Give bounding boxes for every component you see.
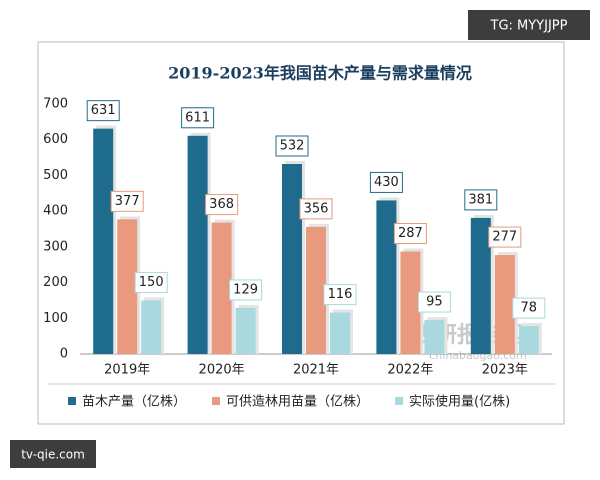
value-label: 381 bbox=[468, 192, 493, 207]
legend-label: 可供造林用苗量（亿株） bbox=[226, 395, 369, 410]
value-label: 430 bbox=[374, 175, 399, 190]
bar bbox=[141, 300, 162, 354]
badge: TG: MYYJJPP bbox=[490, 19, 568, 34]
value-label: 78 bbox=[521, 301, 538, 316]
y-tick-label: 600 bbox=[43, 132, 68, 147]
value-label-box bbox=[299, 198, 333, 220]
value-label-box bbox=[205, 194, 239, 216]
value-label-box bbox=[86, 100, 120, 122]
bar bbox=[93, 128, 114, 354]
y-tick-label: 100 bbox=[43, 311, 68, 326]
bar bbox=[211, 222, 232, 354]
value-label: 150 bbox=[139, 275, 164, 290]
y-tick-label: 0 bbox=[60, 347, 68, 362]
x-tick-label: 2020年 bbox=[199, 363, 245, 378]
bar bbox=[470, 217, 491, 354]
bar bbox=[376, 200, 397, 354]
bar bbox=[282, 164, 302, 354]
value-label-box bbox=[110, 190, 144, 212]
value-label-box bbox=[181, 107, 215, 129]
value-label: 368 bbox=[209, 197, 234, 212]
legend-swatch bbox=[212, 397, 221, 405]
value-label: 611 bbox=[185, 110, 210, 125]
bar bbox=[117, 219, 138, 354]
bar bbox=[187, 135, 208, 354]
value-label-box bbox=[464, 189, 498, 211]
value-label: 532 bbox=[280, 139, 305, 154]
bar bbox=[330, 312, 350, 354]
bar bbox=[306, 226, 326, 354]
value-label: 116 bbox=[328, 287, 353, 302]
value-label-box bbox=[393, 223, 427, 244]
bar bbox=[518, 326, 539, 354]
value-label: 129 bbox=[233, 282, 258, 297]
legend-swatch bbox=[395, 397, 404, 405]
y-tick-label: 400 bbox=[43, 204, 68, 219]
value-label: 277 bbox=[492, 230, 517, 245]
legend-label: 实际使用量(亿株) bbox=[409, 394, 510, 410]
x-tick-label: 2021年 bbox=[293, 363, 339, 378]
y-tick-label: 300 bbox=[43, 239, 68, 254]
bar bbox=[494, 255, 515, 354]
bar bbox=[424, 320, 445, 354]
value-label-box bbox=[417, 291, 451, 313]
value-label: 95 bbox=[426, 295, 443, 310]
bar bbox=[400, 251, 421, 354]
x-tick-label: 2019年 bbox=[104, 363, 150, 378]
site-box bbox=[10, 440, 96, 468]
value-label-box bbox=[488, 226, 522, 248]
x-tick-label: 2023年 bbox=[482, 363, 528, 378]
value-label: 287 bbox=[398, 226, 423, 241]
legend-label: 苗木产量（亿株） bbox=[82, 395, 186, 410]
value-label: 631 bbox=[91, 103, 116, 118]
value-label-box bbox=[134, 271, 168, 293]
x-tick-label: 2022年 bbox=[387, 363, 433, 378]
y-tick-label: 200 bbox=[43, 275, 68, 290]
legend-swatch bbox=[68, 397, 76, 405]
value-label-box bbox=[275, 135, 309, 157]
value-label-box bbox=[369, 171, 403, 193]
badge-box bbox=[468, 10, 590, 40]
value-label-box bbox=[229, 279, 263, 301]
value-label-box bbox=[512, 297, 546, 319]
value-label: 377 bbox=[115, 194, 140, 209]
site: tv-qie.com bbox=[21, 448, 85, 462]
value-label-box bbox=[323, 284, 357, 306]
value-label: 356 bbox=[304, 201, 329, 216]
y-tick-label: 700 bbox=[43, 97, 68, 112]
bar bbox=[235, 307, 256, 354]
y-tick-label: 500 bbox=[43, 168, 68, 183]
chart-title: 2019-2023年我国苗木产量与需求量情况 bbox=[168, 64, 472, 83]
